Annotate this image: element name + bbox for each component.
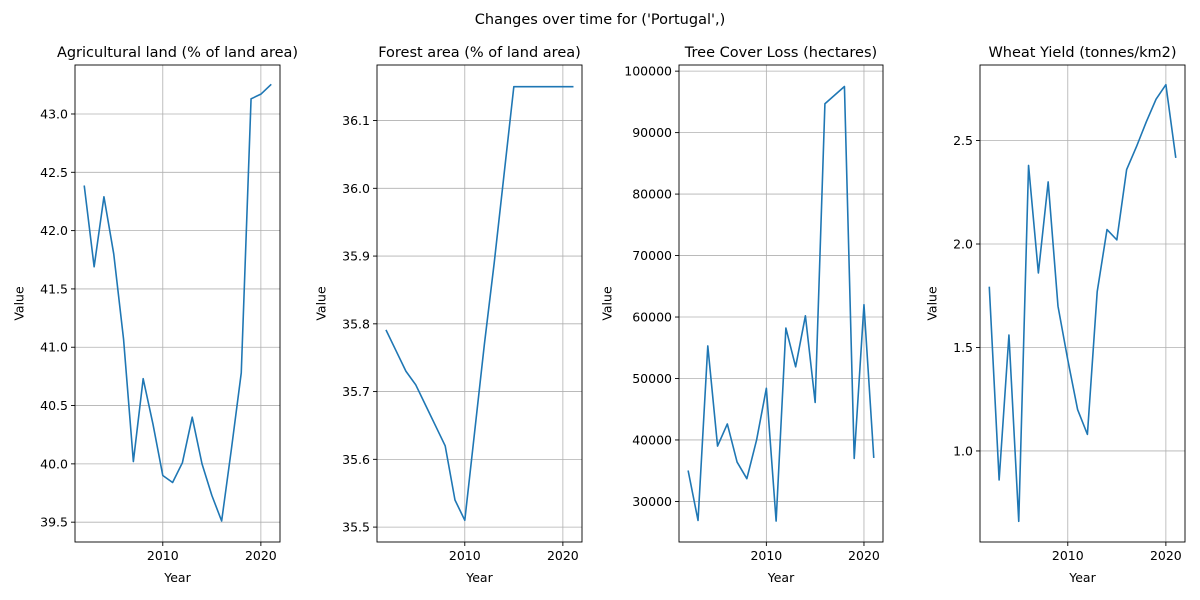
chart-title: Tree Cover Loss (hectares)	[684, 45, 877, 61]
y-tick-label: 42.5	[40, 165, 68, 180]
y-tick-label: 35.6	[342, 452, 370, 467]
chart-panel-4: 2010 2020 1.0 1.5 2.0 2.5 Wheat Yield (tonnes/…	[924, 45, 1186, 585]
y-tick-label: 36.0	[342, 181, 370, 196]
x-tick-label: 2020	[848, 548, 880, 563]
x-tick-label: 2020	[245, 548, 277, 563]
x-tick-label: 2010	[449, 548, 481, 563]
y-axis-label: Value	[11, 286, 26, 321]
y-tick-label: 100000	[624, 64, 672, 79]
y-tick-label: 35.9	[342, 249, 370, 264]
y-tick-label: 70000	[632, 248, 672, 263]
plot-frame	[678, 64, 884, 543]
x-tick-label: 2010	[147, 548, 179, 563]
y-tick-label: 35.7	[342, 384, 370, 399]
y-tick-label: 40.0	[40, 456, 68, 471]
y-tick-label: 35.8	[342, 316, 370, 331]
series-line	[385, 85, 574, 522]
chart-panel-1: 2010 2020 39.5 40.0 40.5 41.0 41.5 42.0 42.5 43.0…	[11, 45, 298, 585]
x-axis-label: Year	[1068, 570, 1096, 585]
series-line	[83, 83, 272, 522]
y-axis-label: Value	[313, 286, 328, 321]
chart-panels: 2010 2020 39.5 40.0 40.5 41.0 41.5 42.0 42.5 43.0…	[11, 45, 1186, 585]
x-tick-label: 2010	[1052, 548, 1084, 563]
y-tick-label: 43.0	[40, 106, 68, 121]
plot-frame	[376, 64, 583, 543]
y-tick-label: 35.5	[342, 520, 370, 535]
chart-panel-3: 2010 2020 30000 40000 50000 60000 70000 80000 90…	[600, 45, 884, 585]
series-line	[687, 85, 875, 522]
y-tick-label: 41.5	[40, 281, 68, 296]
y-axis-label: Value	[924, 286, 939, 321]
y-tick-label: 42.0	[40, 223, 68, 238]
x-tick-label: 2010	[750, 548, 782, 563]
figure-suptitle: Changes over time for ('Portugal',)	[475, 12, 726, 28]
y-tick-label: 2.5	[953, 133, 973, 148]
x-axis-label: Year	[767, 570, 795, 585]
y-tick-label: 39.5	[40, 515, 68, 530]
plot-frame	[74, 64, 281, 543]
y-tick-label: 36.1	[342, 113, 370, 128]
x-axis-label: Year	[163, 570, 191, 585]
series-line	[988, 83, 1177, 523]
plot-frame	[979, 64, 1186, 543]
x-tick-label: 2020	[547, 548, 579, 563]
chart-title: Agricultural land (% of land area)	[57, 45, 298, 61]
y-tick-label: 1.0	[953, 443, 973, 458]
x-axis-label: Year	[465, 570, 493, 585]
y-tick-label: 30000	[632, 494, 672, 509]
chart-panel-2: 2010 2020 35.5 35.6 35.7 35.8 35.9 36.0 36.1 Fore…	[313, 45, 583, 585]
y-tick-label: 40000	[632, 432, 672, 447]
y-tick-label: 1.5	[953, 340, 973, 355]
y-axis-label: Value	[600, 286, 615, 321]
y-tick-label: 2.0	[953, 237, 973, 252]
y-tick-label: 90000	[632, 125, 672, 140]
y-tick-label: 60000	[632, 310, 672, 325]
chart-title: Forest area (% of land area)	[378, 45, 581, 61]
y-tick-label: 80000	[632, 187, 672, 202]
y-tick-label: 41.0	[40, 340, 68, 355]
y-tick-label: 40.5	[40, 398, 68, 413]
y-tick-label: 50000	[632, 371, 672, 386]
x-tick-label: 2020	[1150, 548, 1182, 563]
chart-title: Wheat Yield (tonnes/km2)	[988, 45, 1176, 61]
